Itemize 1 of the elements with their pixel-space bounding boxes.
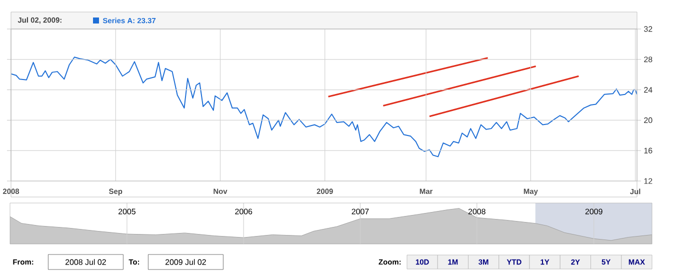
line-series <box>11 56 638 158</box>
